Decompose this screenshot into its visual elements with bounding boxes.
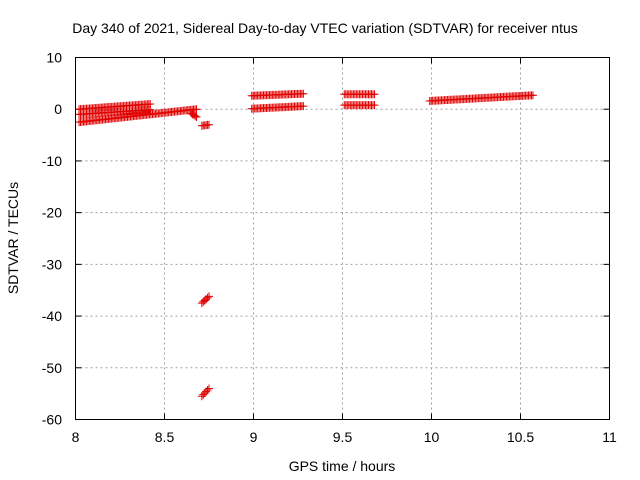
x-tick-label: 11 bbox=[602, 429, 617, 445]
x-tick-label: 10.5 bbox=[507, 429, 534, 445]
series-arc-7 bbox=[197, 384, 213, 401]
data-point bbox=[299, 102, 308, 111]
data-point bbox=[192, 105, 201, 114]
data-point bbox=[299, 89, 308, 98]
data-point bbox=[191, 112, 200, 121]
y-tick-label: -30 bbox=[42, 256, 62, 272]
data-point bbox=[205, 292, 213, 301]
y-tick-labels: -60 -50 -40 -30 -20 -10 0 10 bbox=[42, 50, 62, 428]
x-axis-label: GPS time / hours bbox=[289, 458, 396, 474]
data-point bbox=[205, 120, 213, 129]
y-axis-label: SDTVAR / TECUs bbox=[5, 182, 21, 294]
x-tick-label: 10 bbox=[424, 429, 440, 445]
series-arc-12 bbox=[425, 91, 537, 105]
series-arc-9 bbox=[247, 102, 308, 113]
data-point bbox=[370, 101, 379, 110]
series-arc-4 bbox=[187, 109, 201, 121]
x-tick-label: 8.5 bbox=[155, 429, 175, 445]
data-point bbox=[528, 91, 537, 100]
plot-frame bbox=[75, 57, 610, 420]
series-arc-3 bbox=[75, 105, 201, 127]
grid bbox=[75, 57, 610, 420]
y-tick-label: 10 bbox=[46, 50, 62, 66]
x-tick-label: 8 bbox=[72, 429, 80, 445]
data-point bbox=[203, 386, 212, 395]
x-tick-label: 9.5 bbox=[333, 429, 353, 445]
data-point bbox=[146, 105, 155, 114]
series-arc-11 bbox=[340, 101, 379, 110]
data-points bbox=[75, 89, 537, 401]
series-arc-10 bbox=[340, 90, 379, 99]
series-arc-8 bbox=[247, 89, 308, 100]
data-point bbox=[203, 293, 212, 302]
series-arc-6 bbox=[197, 292, 213, 308]
y-tick-label: -20 bbox=[42, 205, 62, 221]
data-point bbox=[205, 384, 213, 393]
x-tick-label: 9 bbox=[250, 429, 258, 445]
y-tick-label: -60 bbox=[42, 412, 62, 428]
series-arc-2 bbox=[75, 105, 155, 119]
y-tick-label: -10 bbox=[42, 153, 62, 169]
y-tick-label: -50 bbox=[42, 360, 62, 376]
data-point bbox=[370, 90, 379, 99]
chart-title: Day 340 of 2021, Sidereal Day-to-day VTE… bbox=[72, 20, 578, 36]
data-point bbox=[192, 112, 201, 121]
y-tick-label: 0 bbox=[54, 101, 62, 117]
series-arc-5 bbox=[197, 120, 213, 130]
y-tick-label: -40 bbox=[42, 308, 62, 324]
x-tick-labels: 8 8.5 9 9.5 10 10.5 11 bbox=[72, 429, 617, 445]
